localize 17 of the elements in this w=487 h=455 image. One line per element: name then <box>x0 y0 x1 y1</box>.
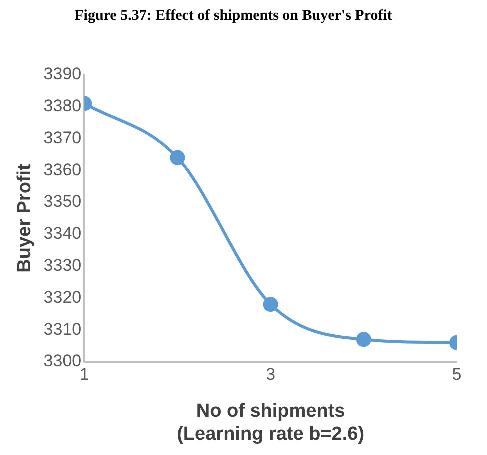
x-tick-label: 1 <box>80 364 90 384</box>
y-tick-label: 3320 <box>44 288 82 307</box>
point <box>263 297 278 312</box>
x-tick-label: 5 <box>452 364 462 384</box>
x-axis-title: No of shipments (Learning rate b=2.6) <box>177 401 365 445</box>
y-tick-label: 3340 <box>44 224 82 244</box>
x-tick-label: 3 <box>266 364 276 384</box>
chart-title: Figure 5.37: Effect of shipments on Buyer's Profit <box>74 8 392 24</box>
y-axis-title: Buyer Profit <box>14 163 36 273</box>
y-tick-label: 3300 <box>44 352 82 371</box>
y-tick-label: 3380 <box>44 96 82 116</box>
y-tick-label: 3310 <box>44 320 82 339</box>
y-tick-label: 3330 <box>44 256 82 276</box>
y-tick-label: 3360 <box>44 160 82 180</box>
y-tick-label: 3350 <box>44 192 82 212</box>
y-tick-label: 3370 <box>44 128 82 148</box>
y-tick-label: 3390 <box>44 64 82 84</box>
